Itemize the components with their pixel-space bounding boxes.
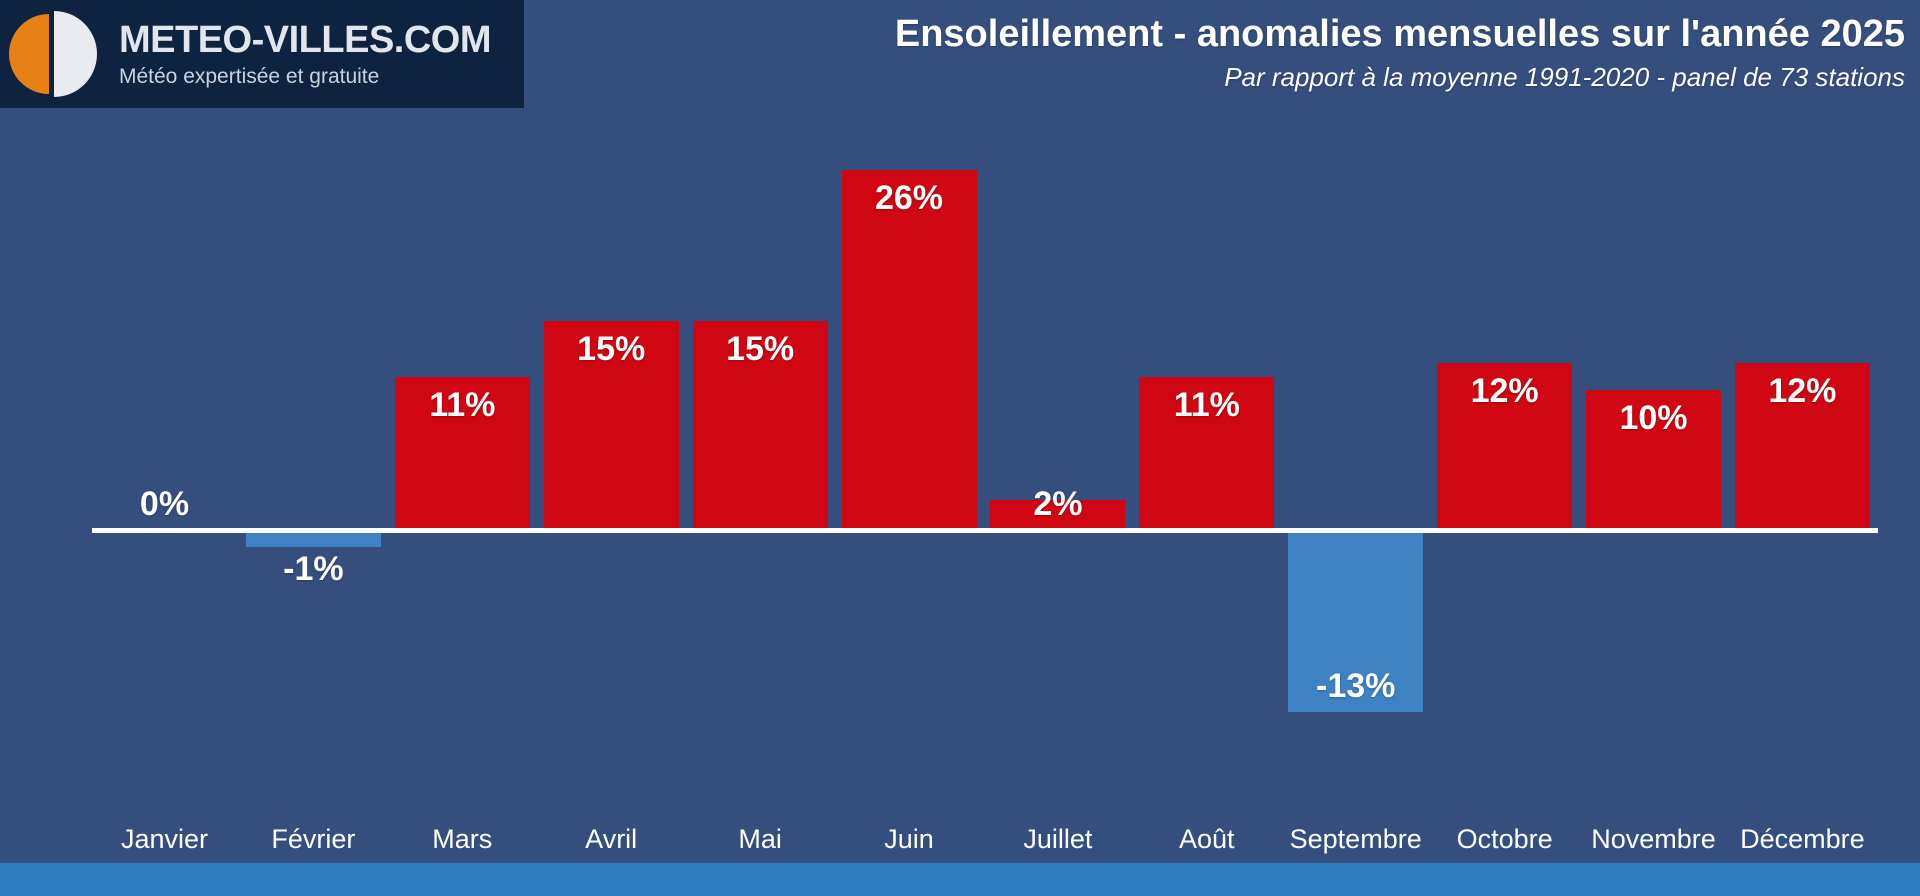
month-label-janvier: Janvier — [120, 824, 209, 854]
month-label-septembre: Septembre — [1289, 824, 1422, 854]
month-label-octobre: Octobre — [1456, 824, 1553, 854]
month-label-avril: Avril — [585, 824, 638, 854]
bar-value-label: 12% — [1470, 371, 1539, 410]
bar-value-label: 0% — [139, 485, 190, 523]
month-label-février: Février — [271, 824, 356, 854]
bar-juillet — [990, 500, 1126, 528]
month-label-novembre: Novembre — [1591, 824, 1716, 854]
bar-value-label: 11% — [429, 385, 496, 424]
bar-octobre — [1437, 362, 1573, 528]
header-title-block: Ensoleillement - anomalies mensuelles su… — [894, 13, 1905, 93]
bar-septembre — [1288, 533, 1424, 712]
month-label-mars: Mars — [432, 824, 493, 854]
month-label-juin: Juin — [884, 824, 934, 854]
bar-value-label: 12% — [1768, 371, 1837, 410]
month-label-juillet: Juillet — [1023, 824, 1093, 854]
bar-février — [245, 533, 381, 547]
bar-value-label: 15% — [577, 330, 646, 369]
month-label-août: Août — [1179, 824, 1235, 854]
bar-août — [1139, 376, 1275, 528]
month-label-décembre: Décembre — [1740, 824, 1865, 854]
brand-logo-box: METEO-VILLES.COM Météo expertisée et gra… — [0, 0, 524, 108]
meteo-villes-logo-icon — [9, 11, 97, 97]
bar-value-label: 11% — [1173, 385, 1240, 424]
brand-tagline: Météo expertisée et gratuite — [119, 65, 380, 88]
bar-novembre — [1586, 390, 1721, 528]
bar-value-label: 15% — [726, 330, 795, 369]
brand-text-block: METEO-VILLES.COM Météo expertisée et gra… — [119, 19, 492, 88]
bar-value-label: -13% — [1316, 667, 1396, 705]
bar-décembre — [1734, 362, 1870, 528]
bar-mars — [394, 376, 530, 528]
zero-baseline — [92, 528, 1878, 533]
bar-mai — [692, 321, 828, 528]
bar-value-label: -1% — [283, 549, 344, 588]
bar-juin — [841, 169, 977, 528]
month-label-mai: Mai — [738, 824, 782, 854]
bar-avril — [543, 321, 679, 528]
bar-value-label: 10% — [1619, 399, 1688, 438]
bar-value-label: 26% — [874, 178, 944, 217]
page-subtitle: Par rapport à la moyenne 1991-2020 - pan… — [1224, 61, 1905, 92]
page-title: Ensoleillement - anomalies mensuelles su… — [894, 13, 1905, 55]
bar-value-label: 2% — [1033, 485, 1083, 523]
footer-strip — [0, 863, 1920, 896]
brand-name: METEO-VILLES.COM — [119, 19, 492, 61]
